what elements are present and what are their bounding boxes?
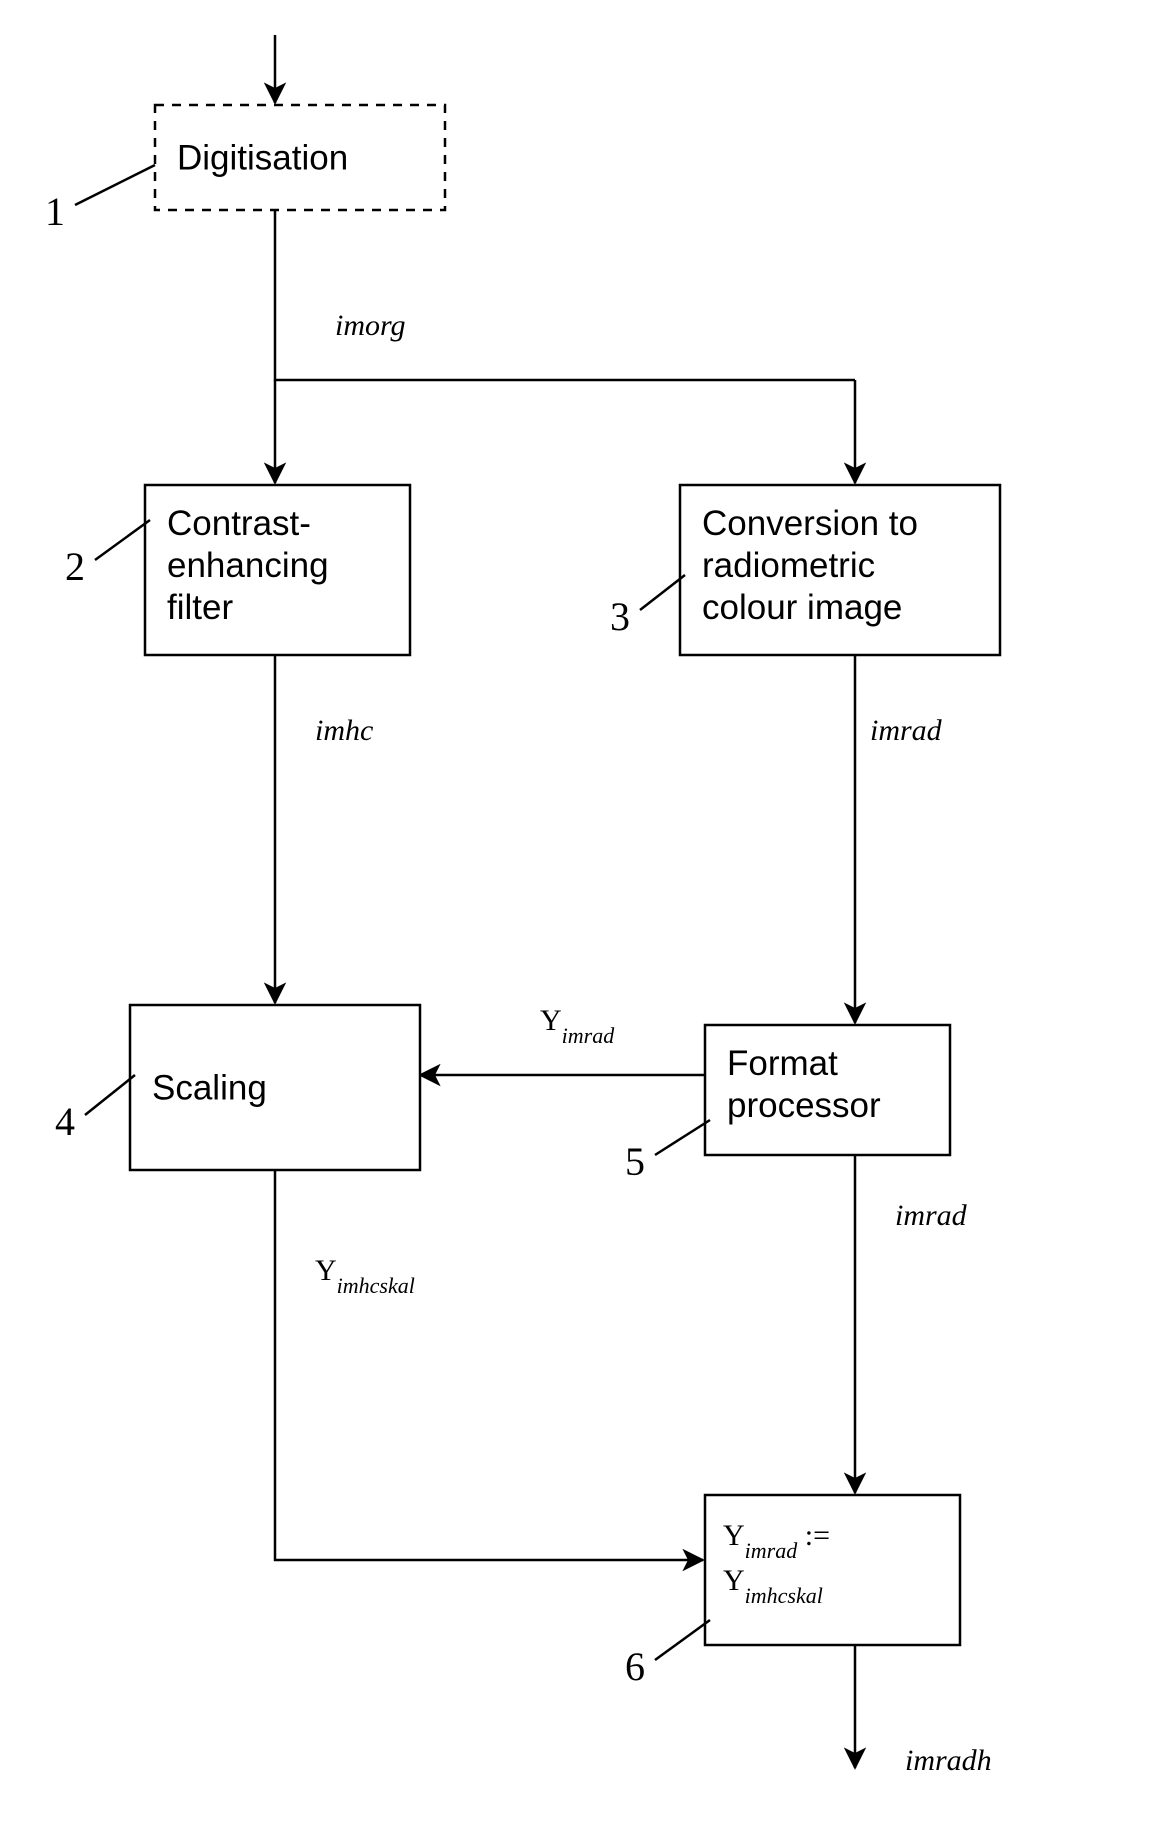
node-number-n6: 6	[625, 1644, 645, 1689]
node-text-n5-0: Format	[727, 1044, 838, 1083]
edge-label-e-n5-n6: imrad	[895, 1199, 968, 1232]
node-n6: Yimrad :=Yimhcskal	[705, 1495, 960, 1645]
edge-label-e-n3-n5: imrad	[870, 714, 943, 747]
y-label-imrad: Yimrad	[540, 1004, 615, 1048]
y-label-imhcskal: Yimhcskal	[315, 1254, 415, 1298]
edge-e-n1-split	[275, 210, 855, 380]
leader-line	[95, 520, 150, 560]
leader-line	[75, 165, 155, 205]
node-n3: Conversion toradiometriccolour image	[680, 485, 1000, 655]
node-number-n2: 2	[65, 544, 85, 589]
leader-line	[655, 1120, 710, 1155]
node-number-n1: 1	[45, 189, 65, 234]
flowchart-canvas: Digitisation Contrast-enhancingfilter Conv…	[0, 0, 1170, 1823]
leader-line	[640, 575, 685, 610]
nodes-layer: Digitisation Contrast-enhancingfilter Conv…	[130, 105, 1000, 1645]
node-n5: Formatprocessor	[705, 1025, 950, 1155]
node-n4: Scaling	[130, 1005, 420, 1170]
node-text-n2-1: enhancing	[167, 546, 329, 585]
node-text-n3-1: radiometric	[702, 546, 875, 585]
edge-e-n4-n6	[275, 1170, 703, 1560]
node-text-n3-2: colour image	[702, 588, 902, 627]
edge-label-e-n6-out: imradh	[905, 1744, 992, 1777]
node-number-n3: 3	[610, 594, 630, 639]
node-n2: Contrast-enhancingfilter	[145, 485, 410, 655]
node-text-n3-0: Conversion to	[702, 504, 918, 543]
node-text-n2-2: filter	[167, 588, 233, 627]
node-number-n4: 4	[55, 1099, 75, 1144]
leader-line	[85, 1075, 135, 1115]
node-n1: Digitisation	[155, 105, 445, 210]
edge-label-e-n2-n4: imhc	[315, 714, 373, 747]
node-text-n2-0: Contrast-	[167, 504, 311, 543]
node-text-n1-0: Digitisation	[177, 139, 348, 178]
leader-line	[655, 1620, 710, 1660]
node-number-n5: 5	[625, 1139, 645, 1184]
node-text-n4-0: Scaling	[152, 1069, 267, 1108]
node-text-n5-1: processor	[727, 1086, 881, 1125]
edge-label-e-n1-split: imorg	[335, 309, 406, 342]
